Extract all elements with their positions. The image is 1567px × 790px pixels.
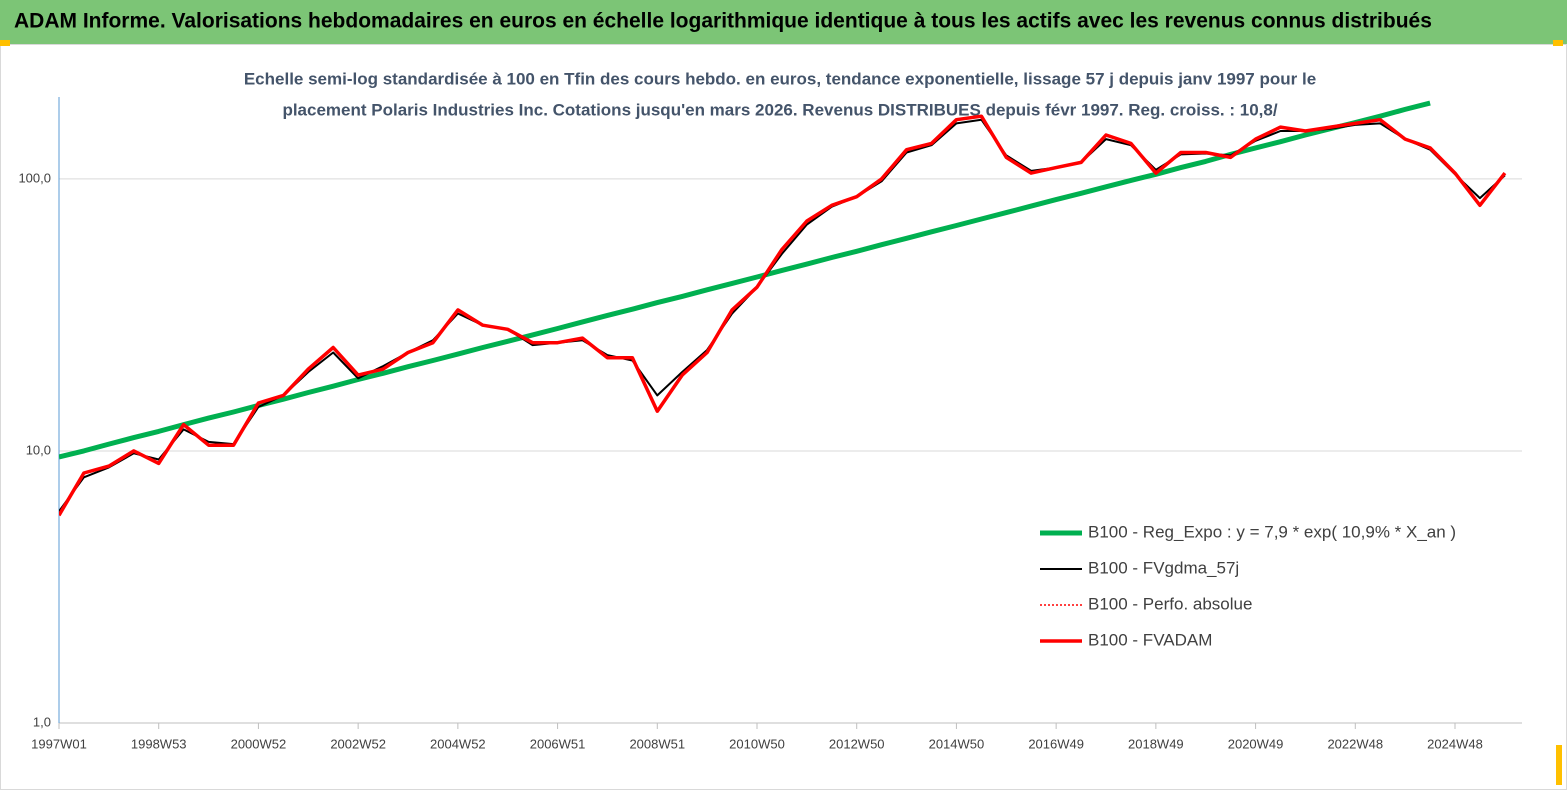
x-tick-label: 2004W52 [430,736,486,751]
x-tick-label: 2016W49 [1028,736,1084,751]
x-tick-label: 2000W52 [231,736,287,751]
legend-label: B100 - FVgdma_57j [1088,558,1239,577]
corner-mark [1556,745,1562,785]
x-tick-label: 2010W50 [729,736,785,751]
chart-subtitle: Echelle semi-log standardisée à 100 en T… [244,69,1316,88]
y-tick-label: 10,0 [26,442,51,457]
series-line [59,100,1431,460]
x-tick-label: 2008W51 [629,736,685,751]
x-tick-label: 2020W49 [1228,736,1284,751]
y-tick-label: 1,0 [33,714,51,729]
chart-title: ADAM Informe. Valorisations hebdomadaire… [14,10,1432,33]
x-tick-label: 2002W52 [330,736,386,751]
x-tick-label: 2014W50 [929,736,985,751]
x-tick-label: 2006W51 [530,736,586,751]
x-tick-label: 2024W48 [1427,736,1483,751]
x-tick-label: 2022W48 [1327,736,1383,751]
title-bar [0,0,1567,44]
x-tick-label: 2012W50 [829,736,885,751]
x-tick-label: 1998W53 [131,736,187,751]
x-tick-label: 2018W49 [1128,736,1184,751]
legend-label: B100 - Reg_Expo : y = 7,9 * exp( 10,9% *… [1088,522,1456,541]
chart-subtitle: placement Polaris Industries Inc. Cotati… [282,100,1277,119]
legend-label: B100 - FVADAM [1088,630,1212,649]
plot-area [59,100,1507,517]
y-tick-label: 100,0 [18,170,51,185]
series-line [59,114,1507,517]
corner-mark [0,40,10,46]
x-tick-label: 1997W01 [31,736,87,751]
corner-mark [1553,40,1563,46]
legend-label: B100 - Perfo. absolue [1088,594,1252,613]
